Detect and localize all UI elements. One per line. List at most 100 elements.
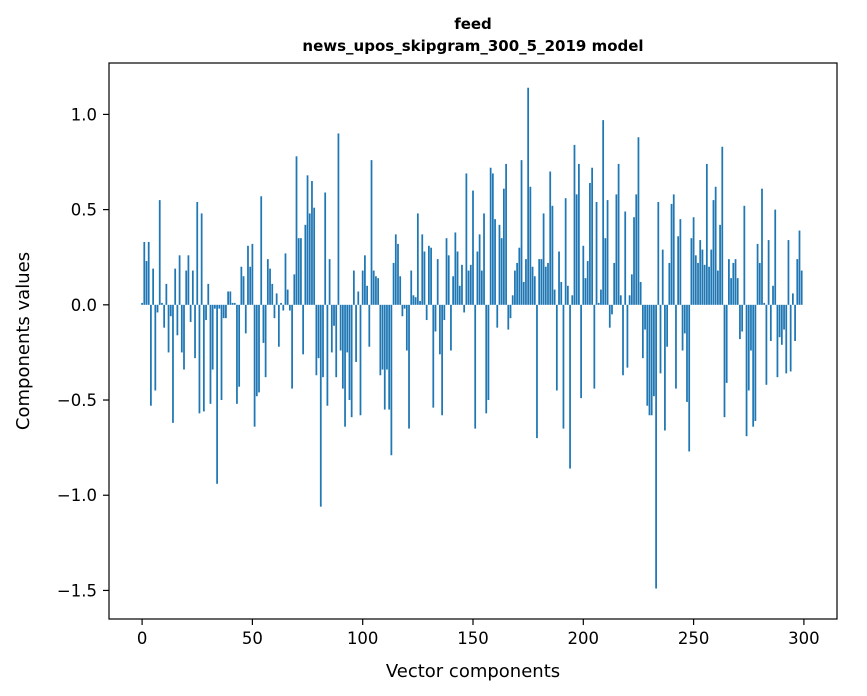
bar-component-235: [659, 304, 662, 374]
bar-component-237: [664, 304, 666, 431]
bar-component-269: [734, 259, 737, 305]
bar-component-131: [430, 247, 432, 305]
bar-component-66: [286, 289, 289, 305]
bar-component-275: [747, 304, 750, 391]
bar-component-179: [536, 304, 538, 439]
bar-component-84: [326, 304, 329, 406]
bar-component-242: [675, 304, 677, 389]
bar-component-99: [359, 304, 362, 416]
bar-component-159: [491, 173, 494, 305]
bar-component-194: [569, 304, 571, 469]
bar-component-210: [604, 238, 607, 305]
bar-component-265: [725, 304, 728, 383]
bar-component-90: [339, 304, 342, 351]
bar-component-238: [666, 304, 669, 347]
bar-component-259: [712, 200, 715, 305]
bar-component-85: [328, 259, 331, 305]
y-tick-label: 0.0: [71, 296, 97, 315]
x-axis-label: Vector components: [386, 661, 560, 682]
bar-component-113: [390, 304, 393, 456]
bar-component-138: [445, 238, 448, 305]
bar-component-25: [196, 202, 199, 305]
bar-component-154: [480, 270, 483, 305]
bar-component-201: [584, 278, 587, 305]
bar-component-33: [214, 304, 216, 309]
bar-component-211: [606, 200, 609, 305]
bar-component-295: [792, 293, 794, 305]
bar-component-111: [386, 304, 388, 370]
bar-component-250: [692, 217, 695, 305]
bar-component-46: [242, 276, 245, 305]
bar-component-248: [688, 304, 691, 452]
bar-component-38: [225, 304, 227, 319]
bar-component-122: [410, 270, 413, 305]
bar-component-161: [496, 304, 499, 328]
bar-component-65: [284, 253, 287, 305]
bar-component-252: [697, 262, 699, 305]
bar-component-19: [183, 304, 185, 370]
bar-component-158: [489, 167, 492, 305]
bar-component-181: [540, 259, 543, 305]
bar-component-286: [772, 285, 774, 305]
bar-component-117: [399, 276, 402, 305]
bar-component-69: [293, 274, 296, 305]
bar-component-146: [463, 304, 466, 313]
bar-component-227: [641, 304, 644, 359]
bar-component-260: [714, 186, 717, 305]
bar-component-44: [238, 304, 241, 387]
bar-component-123: [412, 295, 415, 305]
bar-component-15: [174, 268, 177, 305]
bar-component-81: [319, 304, 322, 507]
bar-component-216: [617, 163, 620, 305]
bar-component-222: [630, 274, 633, 305]
bar-component-92: [344, 304, 346, 427]
bar-component-71: [297, 238, 300, 305]
bar-component-182: [542, 213, 545, 305]
bar-component-145: [461, 264, 463, 305]
bar-component-89: [337, 133, 340, 305]
bar-component-267: [730, 278, 732, 305]
bar-component-284: [767, 240, 770, 305]
bar-component-291: [783, 304, 785, 330]
plot-area-frame: [108, 62, 838, 620]
bar-component-150: [472, 190, 474, 305]
bar-component-253: [699, 240, 702, 305]
bar-component-193: [566, 285, 569, 305]
bar-component-245: [681, 304, 684, 351]
bar-component-129: [425, 304, 428, 321]
bar-component-107: [377, 278, 380, 305]
bar-component-62: [277, 304, 280, 347]
bar-component-140: [450, 304, 452, 351]
bar-component-247: [686, 304, 688, 402]
bar-component-30: [207, 283, 210, 305]
bar-component-10: [163, 304, 166, 328]
bar-component-106: [375, 276, 377, 305]
bar-component-206: [595, 202, 598, 305]
bar-component-119: [403, 304, 406, 309]
bars-group: [141, 87, 803, 589]
bar-component-251: [694, 255, 697, 305]
bar-component-59: [271, 283, 274, 305]
bar-component-143: [456, 251, 459, 305]
bar-component-273: [743, 205, 746, 305]
bar-component-9: [161, 302, 163, 305]
bar-component-16: [176, 304, 179, 336]
bar-component-13: [169, 304, 172, 317]
bar-component-42: [233, 302, 236, 305]
y-tick-label: −1.0: [57, 486, 97, 505]
x-tick-label: 0: [137, 629, 148, 648]
x-tick-label: 50: [242, 629, 263, 648]
bar-component-21: [187, 255, 190, 305]
bar-component-178: [533, 276, 536, 305]
bar-component-169: [514, 270, 516, 305]
bar-component-74: [304, 224, 307, 305]
bar-component-168: [511, 295, 514, 305]
bar-component-183: [544, 266, 547, 305]
bar-component-87: [333, 304, 335, 326]
bar-component-282: [763, 302, 766, 305]
bar-component-262: [719, 224, 721, 305]
chart-subtitle: news_upos_skipgram_300_5_2019 model: [302, 37, 643, 55]
bar-component-215: [615, 194, 618, 305]
bar-component-54: [260, 196, 263, 305]
bar-component-290: [780, 304, 783, 345]
